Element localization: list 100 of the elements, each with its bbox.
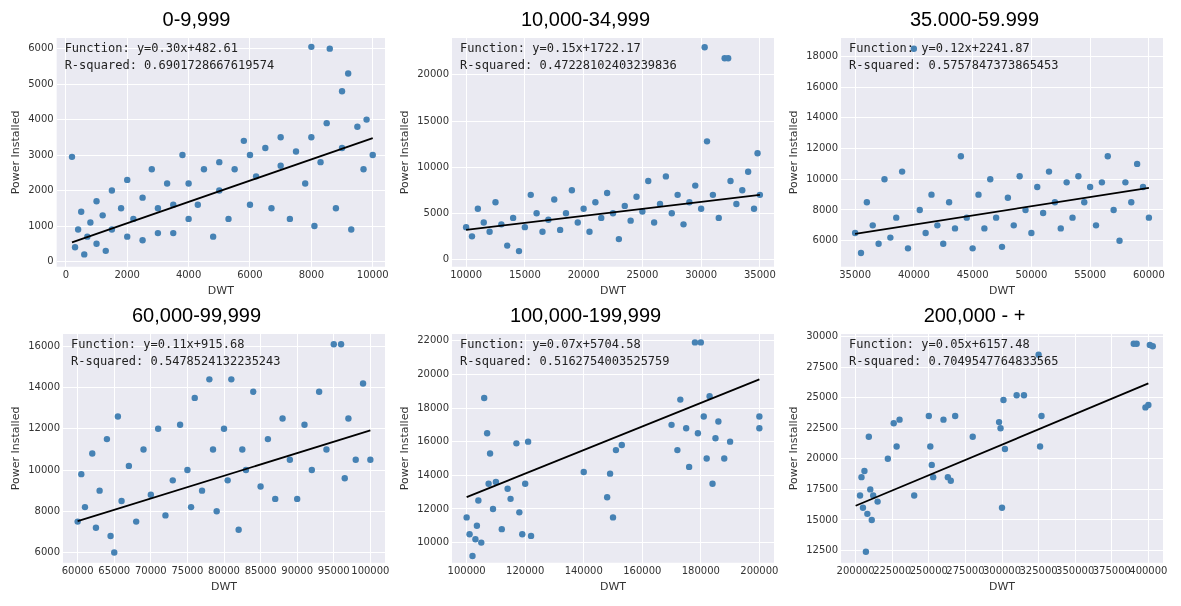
point: [884, 455, 892, 462]
point: [521, 480, 529, 487]
point: [868, 516, 875, 524]
point: [492, 199, 499, 206]
point: [1036, 443, 1044, 450]
point: [466, 531, 473, 538]
point: [703, 138, 711, 145]
point: [1038, 412, 1045, 420]
point: [568, 187, 576, 194]
point: [308, 466, 316, 474]
y-tick-label: 20000: [806, 452, 839, 464]
point: [893, 443, 900, 450]
point: [754, 150, 761, 157]
point: [224, 477, 231, 484]
y-tick-label: 12500: [806, 544, 839, 556]
point: [521, 223, 529, 231]
y-tick-label: 16000: [417, 435, 450, 447]
x-tick-label: 55000: [1074, 269, 1107, 281]
point: [228, 376, 235, 383]
x-tick-label: 80000: [208, 565, 240, 577]
point: [857, 249, 865, 257]
point: [1081, 199, 1088, 206]
point: [674, 191, 681, 199]
x-tick-label: 4000: [175, 269, 202, 281]
point: [468, 233, 476, 240]
x-tick-label: 65000: [98, 565, 131, 577]
point: [861, 467, 868, 475]
point: [191, 394, 198, 402]
x-tick-label: 250000: [909, 565, 948, 577]
x-tick-label: 45000: [956, 269, 989, 281]
point: [674, 446, 681, 454]
point: [1013, 391, 1020, 399]
x-tick-label: 25000: [626, 269, 659, 281]
point: [677, 396, 684, 403]
point: [668, 210, 675, 217]
point: [250, 388, 257, 395]
point: [492, 478, 500, 486]
point: [694, 430, 702, 437]
point: [330, 341, 337, 348]
x-tick-label: 90000: [281, 565, 314, 577]
point: [1022, 206, 1029, 214]
y-tick-label: 20000: [417, 68, 450, 80]
point: [867, 486, 874, 493]
y-axis-title: Power Installed: [787, 110, 801, 195]
point: [598, 214, 605, 222]
x-tick-label: 15000: [508, 269, 541, 281]
x-tick-label: 100000: [447, 565, 486, 577]
y-tick-label: 18000: [806, 50, 839, 62]
point: [352, 456, 359, 463]
point: [486, 228, 493, 235]
y-tick-label: 6000: [34, 546, 61, 558]
point: [315, 388, 323, 395]
y-tick-label: 10000: [28, 463, 61, 475]
x-tick-label: 50000: [1015, 269, 1048, 281]
point: [744, 168, 752, 175]
point: [1110, 206, 1117, 214]
point: [739, 187, 746, 194]
point: [524, 438, 532, 445]
point: [140, 446, 147, 453]
point: [998, 504, 1006, 511]
point: [969, 245, 976, 252]
point: [859, 504, 867, 511]
point: [692, 182, 699, 189]
y-tick-label: 12000: [417, 502, 450, 514]
x-tick-label: 375000: [1092, 565, 1131, 577]
x-tick-label: 200000: [740, 565, 779, 577]
point: [995, 418, 1003, 426]
point: [733, 200, 740, 208]
point: [147, 491, 155, 498]
x-tick-label: 6000: [237, 269, 263, 281]
point: [700, 413, 707, 420]
point: [874, 498, 881, 505]
point: [1028, 229, 1035, 237]
point: [951, 225, 959, 232]
point: [162, 512, 169, 519]
point: [997, 425, 1004, 432]
point: [462, 223, 470, 231]
point: [580, 468, 587, 476]
point: [519, 531, 526, 538]
annotation: Function: y=0.05x+6157.48: [849, 337, 1030, 352]
point: [279, 415, 286, 422]
point: [881, 176, 888, 183]
point: [603, 493, 611, 501]
point: [345, 415, 352, 422]
point: [562, 210, 570, 217]
y-tick-label: 18000: [417, 401, 450, 413]
point: [1104, 153, 1111, 160]
point: [235, 526, 242, 534]
point: [992, 214, 1000, 221]
y-tick-label: 15000: [806, 513, 839, 525]
annotation: R-squared: 0.6901728667619574: [64, 58, 275, 73]
point: [515, 247, 523, 255]
point: [1004, 194, 1012, 201]
point: [580, 205, 587, 212]
y-tick-label: 22500: [806, 421, 839, 433]
point: [592, 199, 599, 206]
point: [1016, 173, 1023, 180]
chart-title: 0-9,999: [162, 7, 231, 30]
point: [975, 191, 982, 198]
point: [272, 495, 279, 503]
